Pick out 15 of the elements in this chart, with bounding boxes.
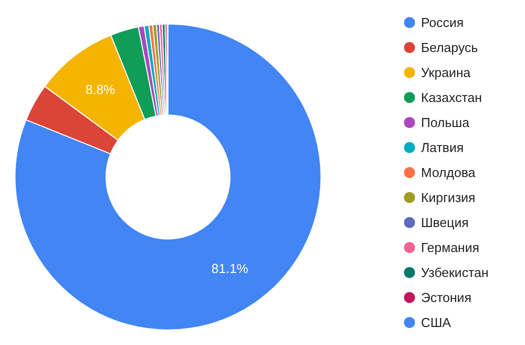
legend-label: Киргизия: [421, 190, 476, 205]
data-label: 81.1%: [211, 261, 249, 276]
legend-label: США: [421, 315, 452, 330]
legend-label: Украина: [421, 65, 472, 80]
legend-label: Беларусь: [421, 40, 478, 55]
legend-label: Германия: [421, 240, 480, 255]
data-label: 8.8%: [85, 82, 116, 98]
legend-label: Казахстан: [421, 90, 482, 105]
legend-label: Россия: [421, 15, 464, 30]
legend-label: Эстония: [421, 290, 472, 305]
legend-label: Латвия: [421, 140, 464, 155]
legend-label: Польша: [421, 115, 470, 130]
legend-label: Швеция: [421, 215, 469, 230]
legend-label: Узбекистан: [421, 265, 489, 280]
legend-label: Молдова: [421, 165, 476, 180]
